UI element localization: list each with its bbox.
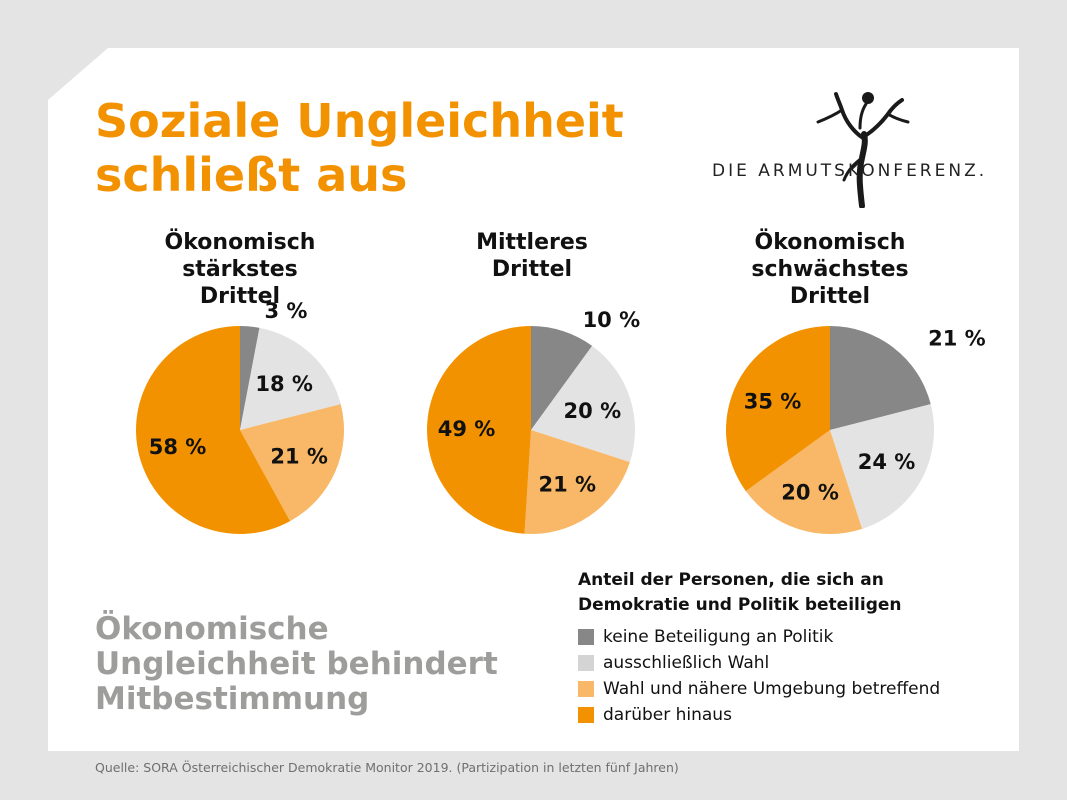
legend-title-line: Anteil der Personen, die sich an [578, 570, 884, 590]
title-line-2: schließt aus [95, 148, 408, 202]
pie-1-label-umgebung: 21 % [538, 472, 596, 496]
pie-0-slice-keine [240, 326, 260, 430]
legend-item-keine: keine Beteiligung an Politik [578, 624, 1018, 650]
pie-2-label-umgebung: 20 % [781, 480, 839, 504]
subtitle-line: Ungleichheit behindert [95, 646, 498, 682]
source-note: Quelle: SORA Österreichischer Demokratie… [95, 760, 679, 775]
armutskonferenz-logo: DIE ARMUTSKONFERENZ. [712, 88, 1002, 208]
pie-2-slice-keine [830, 326, 931, 430]
logo-text: DIE ARMUTSKONFERENZ. [712, 161, 988, 181]
pie-title-line: Mittleres [476, 230, 588, 255]
legend: Anteil der Personen, die sich an Demokra… [578, 568, 1018, 728]
pie-0-slice-umgebung [240, 404, 344, 522]
legend-label: darüber hinaus [603, 705, 732, 725]
legend-swatch [578, 655, 594, 671]
title-line-1: Soziale Ungleichheit [95, 94, 624, 148]
pie-title-line: schwächstes [751, 257, 909, 282]
pie-1-slice-umgebung [524, 430, 630, 534]
pie-title-line: Ökonomisch [754, 230, 906, 255]
pie-title-line: Drittel [491, 257, 573, 282]
pie-2-label-wahl: 24 % [858, 450, 916, 474]
pie-2-slice-umgebung [745, 430, 863, 534]
legend-title: Anteil der Personen, die sich an Demokra… [578, 568, 1018, 618]
pie-1-label-wahl: 20 % [564, 399, 622, 423]
legend-label: Wahl und nähere Umgebung betreffend [603, 679, 941, 699]
pie-title-line: Drittel [789, 284, 871, 309]
legend-swatch [578, 629, 594, 645]
legend-title-line: Demokratie und Politik beteiligen [578, 595, 902, 615]
pie-1-label-hinaus: 49 % [438, 417, 496, 441]
pie-1-slice-keine [531, 326, 593, 430]
legend-label: keine Beteiligung an Politik [603, 627, 834, 647]
pie-1-slice-hinaus [426, 326, 531, 534]
legend-swatch [578, 681, 594, 697]
pie-0-slice-hinaus [136, 326, 291, 534]
subtitle-line: Mitbestimmung [95, 681, 370, 717]
pie-0-label-umgebung: 21 % [270, 445, 328, 469]
pie-0-label-keine: 3 % [264, 299, 307, 323]
dancing-figure-icon [816, 92, 910, 208]
subtitle: Ökonomische Ungleichheit behindert Mitbe… [95, 612, 498, 717]
pie-0-label-wahl: 18 % [255, 372, 313, 396]
legend-item-umgebung: Wahl und nähere Umgebung betreffend [578, 676, 1018, 702]
pie-title-middle: Mittleres Drittel [412, 229, 652, 283]
pie-0-label-hinaus: 58 % [149, 435, 207, 459]
pie-0-slice-wahl [240, 327, 341, 430]
pie-title-line: Drittel [199, 284, 281, 309]
pie-title-line: Ökonomisch [164, 230, 316, 255]
pie-title-line: stärkstes [182, 257, 298, 282]
legend-swatch [578, 707, 594, 723]
pie-2-slice-hinaus [726, 326, 830, 492]
pie-2-label-keine: 21 % [928, 327, 986, 351]
pie-1-label-keine: 10 % [583, 308, 641, 332]
pie-2-label-hinaus: 35 % [744, 390, 802, 414]
pie-2-slice-wahl [830, 404, 934, 529]
pie-title-weakest: Ökonomisch schwächstes Drittel [710, 229, 950, 310]
legend-item-hinaus: darüber hinaus [578, 702, 1018, 728]
pie-title-strongest: Ökonomisch stärkstes Drittel [120, 229, 360, 310]
pie-1-slice-wahl [531, 345, 635, 463]
legend-item-wahl: ausschließlich Wahl [578, 650, 1018, 676]
subtitle-line: Ökonomische [95, 611, 329, 647]
legend-label: ausschließlich Wahl [603, 653, 770, 673]
